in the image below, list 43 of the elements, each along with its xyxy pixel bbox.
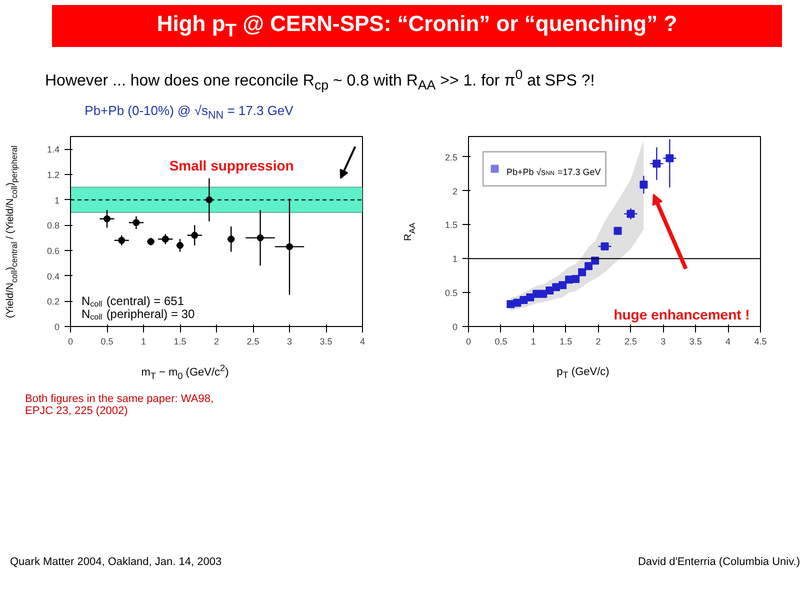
- text: Both figures in the same paper: WA98, EPJC 23, 225 (2002): [25, 393, 215, 417]
- x-tick-label: 4.5: [754, 336, 767, 346]
- x-tick-label: 2: [596, 336, 601, 346]
- y-tick-label: 1.5: [444, 220, 458, 230]
- text: High p$_{T}$ @ CERN-SPS: “Cronin” or “quenching” ?: [52, 5, 782, 48]
- chart-subtitle: However ... how does one reconcile R$_{cp}$ ~ 0.8 with R$_{AA}$ >> 1. for π$^{0}$ at SPS ?!: [45, 67, 595, 93]
- x-tick-label: 0.5: [100, 336, 114, 346]
- x-tick-label: 2.5: [624, 336, 637, 346]
- x-tick-label: 1: [140, 336, 146, 346]
- y-tick-label: 0.2: [46, 296, 60, 307]
- x-axis-title: m$_{T}$ − m$_{0}$ (GeV/c$^{2}$): [140, 363, 230, 381]
- x-tick-label: 4: [726, 336, 731, 346]
- text: Pb+Pb (0-10%) @ √s$_{NN}$ = 17.3 GeV: [84, 103, 294, 122]
- y-tick-label: 1.4: [46, 144, 60, 155]
- annotation: huge enhancement !: [614, 306, 750, 322]
- y-tick-label: 0.6: [46, 246, 60, 256]
- x-tick-label: 4: [360, 336, 366, 346]
- y-tick-label: 1: [54, 195, 60, 206]
- y-tick-label: 2.5: [444, 152, 458, 162]
- y-tick-label: 0: [452, 322, 458, 332]
- x-tick-label: 3: [660, 336, 666, 346]
- text: David d'Enterria (Columbia Univ.): [638, 556, 800, 568]
- y-tick-label: 0.8: [46, 220, 60, 231]
- x-tick-label: 0.5: [494, 336, 508, 346]
- x-tick-label: 1.5: [560, 336, 572, 346]
- y-tick-label: 0.5: [444, 288, 458, 298]
- x-tick-label: 0: [68, 336, 74, 346]
- y-tick-label: 1: [452, 254, 458, 264]
- x-tick-label: 0: [466, 336, 472, 346]
- x-tick-label: 3.5: [689, 336, 702, 346]
- annotation: Small suppression: [169, 158, 294, 174]
- x-tick-label: 2.5: [246, 336, 260, 346]
- x-tick-label: 3.5: [320, 336, 332, 346]
- x-tick-label: 3: [286, 336, 292, 346]
- y-tick-label: 2: [452, 186, 458, 196]
- x-tick-label: 2: [214, 336, 220, 346]
- text: Quark Matter 2004, Oakland, Jan. 14, 2003: [10, 556, 222, 568]
- x-tick-label: 1: [530, 336, 536, 346]
- x-tick-label: 1.5: [174, 336, 186, 346]
- y-tick-label: 0.4: [46, 271, 60, 282]
- x-axis-title: p$_{T}$ (GeV/c): [556, 366, 610, 380]
- y-tick-label: 1.2: [46, 170, 60, 180]
- y-tick-label: 0: [54, 322, 60, 332]
